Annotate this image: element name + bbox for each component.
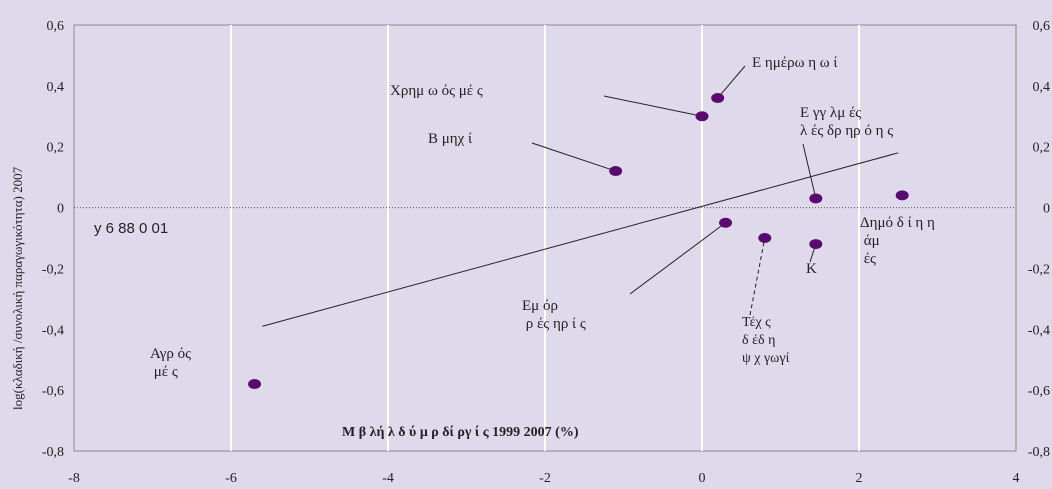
y-tick-label-right: -0,6: [1028, 384, 1050, 399]
y-tick-label-right: -0,4: [1028, 323, 1050, 338]
data-point: [809, 239, 823, 250]
y-ticks-right: -0,8 -0,6 -0,4 -0,2 0 0,2 0,4 0,6: [1028, 19, 1050, 460]
leader-line: [802, 143, 817, 199]
y-tick-label-right: 0,4: [1033, 80, 1051, 95]
x-axis-label: Μ β λή λ δ ύ μ ρ δί ργ ί ς 1999 2007 (%): [342, 425, 579, 440]
data-point: [895, 190, 909, 201]
trend-line: [262, 152, 899, 327]
annotation-manufacturing: Β μηχ ί: [428, 131, 473, 147]
leader-line: [531, 142, 616, 172]
data-point: [758, 233, 772, 243]
annotation-agricultural: Αγρ ός μέ ς: [150, 346, 192, 380]
y-tick-label-left: -0,6: [42, 384, 64, 399]
x-tick-label: -2: [539, 471, 551, 486]
x-tick-label: -6: [225, 471, 237, 486]
leader-line: [749, 237, 766, 316]
data-points: [248, 93, 909, 390]
y-axis-label: log(κλαδική /συνολική παραγωγικότητα) 20…: [10, 166, 25, 410]
y-tick-label-left: -0,4: [42, 323, 64, 338]
y-tick-label-right: 0,6: [1033, 19, 1051, 34]
y-tick-label-left: 0,6: [47, 19, 65, 34]
x-tick-label: -8: [68, 471, 80, 486]
y-tick-label-right: -0,8: [1028, 445, 1050, 460]
data-point: [711, 93, 725, 104]
annotation-financial: Χρημ ω ός μέ ς: [390, 83, 483, 99]
data-point: [719, 217, 733, 228]
y-ticks-left: -0,8 -0,6 -0,4 -0,2 0 0,2 0,4 0,6: [42, 19, 64, 460]
x-tick-label: 0: [699, 471, 706, 486]
annotation-business-services: Ε γγ λμ ές λ ές δρ ηρ ό η ς: [800, 105, 894, 139]
data-point: [248, 379, 262, 390]
y-tick-label-right: -0,2: [1028, 262, 1050, 277]
x-tick-label: -4: [382, 471, 394, 486]
y-tick-label-left: 0,4: [47, 80, 65, 95]
x-tick-label: 2: [856, 471, 863, 486]
y-tick-label-left: -0,2: [42, 262, 64, 277]
annotation-trade: Εμ όρ ρ ές ηρ ί ς: [522, 298, 586, 332]
annotation-public-administration: Δημό δ ί η η άμ ές: [860, 215, 935, 267]
regression-equation: y 6 88 0 01: [94, 220, 169, 237]
x-ticks: -8 -6 -4 -2 0 2 4: [68, 471, 1019, 486]
grid: [230, 25, 860, 451]
leader-lines: [531, 65, 817, 316]
y-tick-label-right: 0: [1043, 202, 1050, 217]
data-point: [809, 193, 823, 204]
data-point: [695, 111, 709, 122]
y-tick-label-left: -0,8: [42, 445, 64, 460]
y-tick-label-right: 0,2: [1033, 141, 1051, 156]
annotation-construction: Κ: [806, 261, 817, 277]
x-tick-label: 4: [1013, 471, 1020, 486]
leader-line: [629, 222, 726, 295]
y-tick-label-left: 0: [57, 202, 64, 217]
y-tick-label-left: 0,2: [47, 141, 65, 156]
annotation-arts-recreation: Τέχ ς δ έδ η ψ χ γωγί: [742, 315, 790, 366]
annotation-utilities: Ε ημέρω η ω ί: [752, 55, 838, 71]
leader-line: [603, 95, 703, 117]
data-point: [609, 166, 623, 177]
leader-line: [717, 65, 746, 99]
